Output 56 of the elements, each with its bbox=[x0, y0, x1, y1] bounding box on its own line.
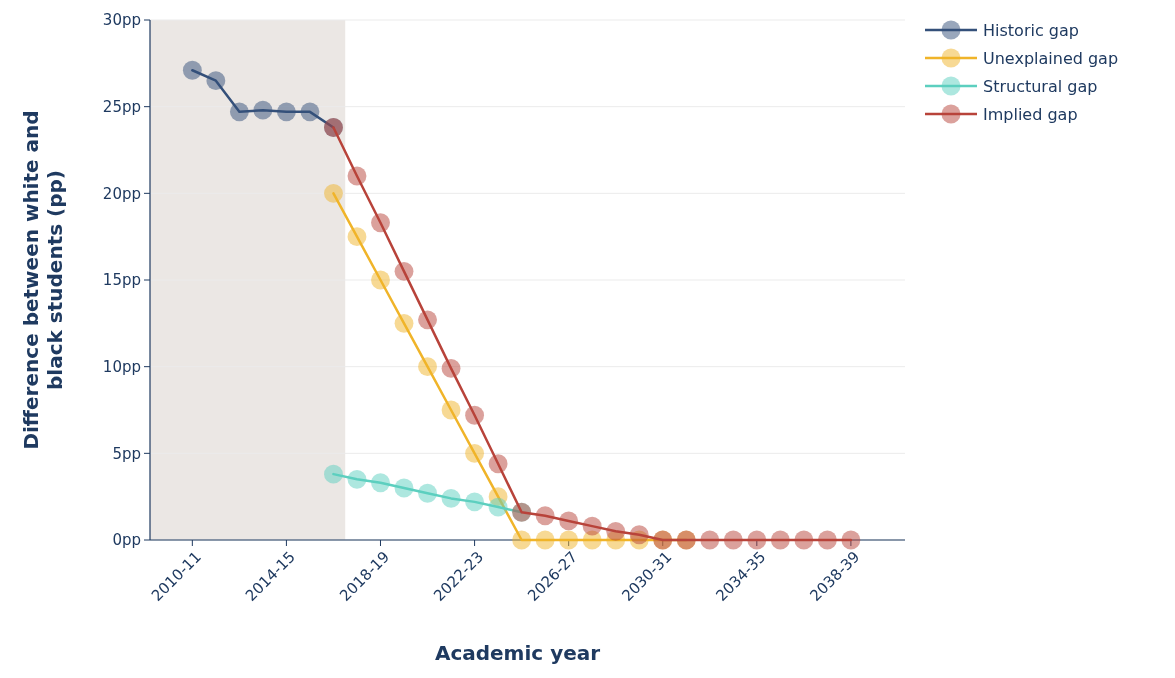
point bbox=[700, 530, 720, 550]
point bbox=[418, 310, 437, 330]
point bbox=[441, 400, 461, 420]
y-tick-label: 15pp bbox=[102, 271, 141, 290]
point bbox=[488, 454, 508, 474]
point bbox=[488, 497, 508, 517]
point bbox=[770, 530, 790, 550]
x-axis-title: Academic year bbox=[434, 641, 601, 665]
point bbox=[347, 227, 367, 247]
point bbox=[182, 60, 202, 80]
y-tick-label: 10pp bbox=[102, 357, 141, 376]
point bbox=[206, 71, 226, 91]
legend-label: Structural gap bbox=[983, 76, 1098, 96]
point bbox=[418, 357, 437, 377]
point bbox=[817, 530, 837, 550]
point bbox=[723, 530, 743, 550]
point bbox=[371, 270, 390, 290]
point bbox=[465, 443, 485, 463]
point bbox=[535, 506, 555, 526]
point bbox=[441, 358, 461, 378]
point bbox=[371, 213, 390, 233]
point bbox=[512, 530, 532, 550]
legend-label: Implied gap bbox=[983, 104, 1078, 124]
legend-label: Historic gap bbox=[983, 20, 1079, 40]
point bbox=[606, 521, 626, 541]
point bbox=[394, 313, 414, 333]
point bbox=[559, 530, 579, 550]
point bbox=[841, 530, 861, 550]
y-tick-label: 25pp bbox=[102, 97, 141, 116]
point bbox=[559, 511, 579, 531]
y-tick-label: 5pp bbox=[112, 444, 141, 463]
point bbox=[465, 405, 485, 425]
point bbox=[465, 492, 485, 512]
y-tick-label: 30pp bbox=[102, 11, 141, 30]
y-tick-label: 0pp bbox=[112, 531, 141, 550]
point bbox=[629, 525, 649, 545]
point bbox=[347, 469, 367, 489]
point bbox=[300, 102, 320, 122]
point bbox=[324, 464, 343, 484]
point bbox=[441, 488, 461, 508]
y-axis-title: Difference between white and black students (pp) bbox=[19, 110, 67, 450]
point bbox=[535, 530, 555, 550]
legend-label: Unexplained gap bbox=[983, 48, 1119, 68]
point bbox=[253, 100, 273, 120]
point bbox=[371, 473, 390, 493]
point bbox=[794, 530, 814, 550]
point bbox=[582, 516, 602, 536]
point bbox=[276, 102, 296, 122]
point bbox=[394, 478, 414, 498]
point bbox=[418, 483, 437, 503]
point bbox=[747, 530, 767, 550]
y-tick-label: 20pp bbox=[102, 184, 141, 203]
point bbox=[229, 102, 249, 122]
point bbox=[394, 261, 414, 281]
point bbox=[324, 183, 343, 203]
point bbox=[347, 166, 367, 186]
